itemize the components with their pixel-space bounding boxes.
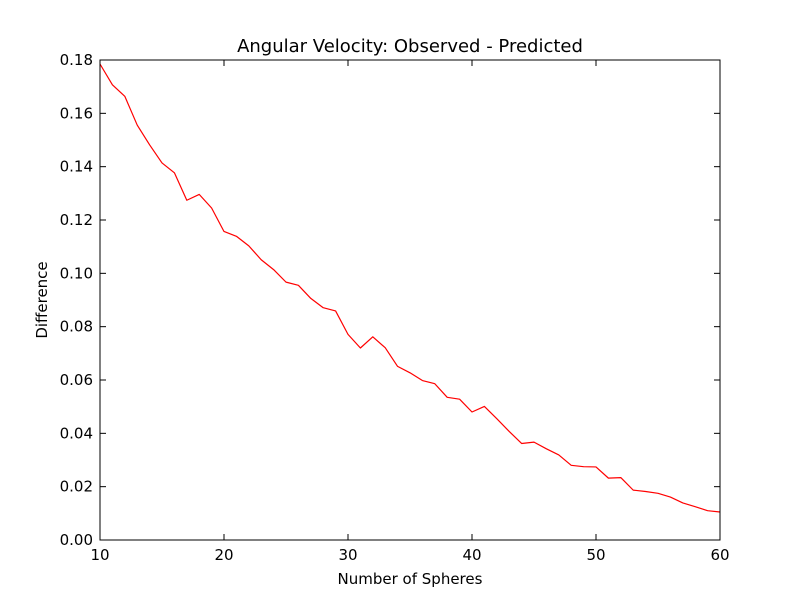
y-tick-label: 0.02	[60, 478, 93, 496]
y-tick-label: 0.18	[60, 51, 93, 69]
series-line	[99, 63, 721, 513]
chart-title: Angular Velocity: Observed - Predicted	[237, 36, 583, 57]
y-tick-label: 0.06	[60, 371, 93, 389]
x-tick-label: 20	[214, 546, 233, 564]
y-tick-label: 0.08	[60, 318, 93, 336]
x-tick-label: 10	[90, 546, 109, 564]
x-tick-label: 30	[338, 546, 357, 564]
axis-ticks: 10 20 30 40 50 60 0.00 0.02 0.04 0.06 0.08 0.10 0.12…	[60, 51, 730, 564]
x-tick-label: 60	[710, 546, 729, 564]
x-tick-label: 40	[462, 546, 481, 564]
y-tick-label: 0.00	[60, 531, 93, 549]
plot-frame	[99, 59, 721, 541]
y-tick-label: 0.12	[60, 211, 93, 229]
y-tick-label: 0.04	[60, 424, 93, 442]
y-axis-label: Difference	[33, 261, 51, 338]
x-tick-label: 50	[586, 546, 605, 564]
x-axis-label: Number of Spheres	[338, 570, 483, 588]
y-tick-label: 0.10	[60, 264, 93, 282]
y-tick-label: 0.16	[60, 104, 93, 122]
y-tick-label: 0.14	[60, 158, 93, 176]
series-layer	[99, 63, 721, 513]
